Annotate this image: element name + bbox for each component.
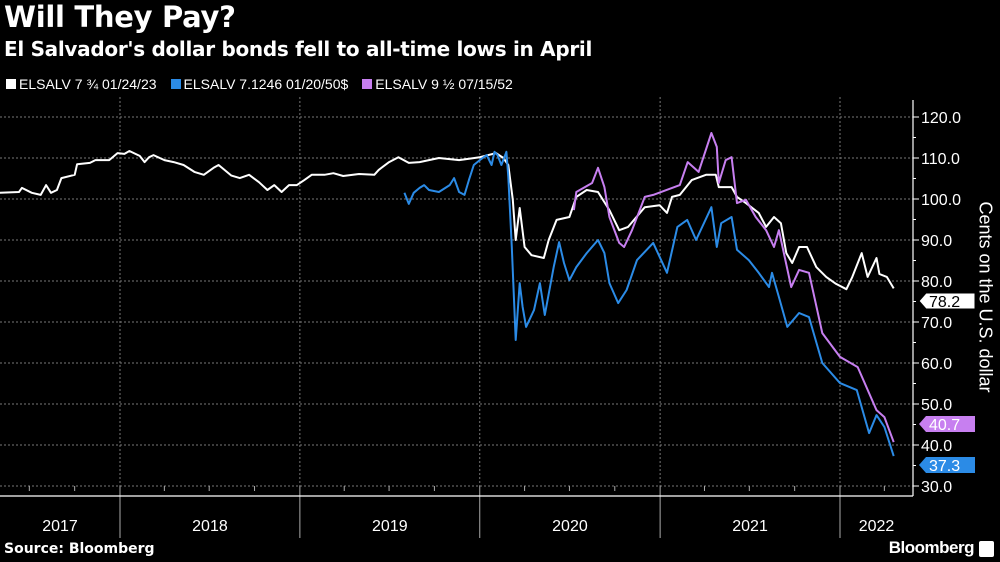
y-tick-label: 120.0 [921,110,961,127]
bloomberg-terminal-icon [979,541,994,557]
legend-item: ELSALV 7 ¾ 01/24/23 [6,76,157,92]
y-tick-label: 40.0 [921,438,952,455]
x-tick-label: 2022 [859,518,895,535]
bloomberg-logo: Bloomberg [888,538,975,557]
y-tick-label: 60.0 [921,356,952,373]
chart-title: Will They Pay? [4,0,236,34]
y-tick-label: 50.0 [921,397,952,414]
legend-item: ELSALV 9 ½ 07/15/52 [362,76,513,92]
legend: ELSALV 7 ¾ 01/24/23 ELSALV 7.1246 01/20/… [6,76,513,92]
x-tick-label: 2019 [372,518,408,535]
last-value-label: 78.2 [929,294,960,311]
x-tick-label: 2017 [42,518,78,535]
legend-swatch-purple [362,79,373,89]
legend-label: ELSALV 7 ¾ 01/24/23 [19,76,157,92]
y-tick-label: 100.0 [921,192,961,209]
x-tick-label: 2021 [732,518,768,535]
x-tick-label: 2018 [192,518,228,535]
last-value-label: 40.7 [929,417,960,434]
series-line-0 [0,150,895,291]
legend-swatch-blue [170,79,181,89]
last-value-label: 37.3 [929,458,960,475]
y-axis-label: Cents on the U.S. dollar [975,201,996,393]
series-line-1 [403,150,895,457]
y-tick-label: 70.0 [921,315,952,332]
legend-swatch-white [6,79,16,89]
last-value-tag [919,416,975,432]
y-tick-label: 30.0 [921,479,952,496]
legend-label: ELSALV 7.1246 01/20/50$ [183,76,349,92]
source-note: Source: Bloomberg [4,541,155,557]
x-tick-label: 2020 [552,518,588,535]
last-value-tag [918,292,976,310]
series-line-2 [572,132,895,443]
legend-item: ELSALV 7.1246 01/20/50$ [170,76,349,92]
legend-label: ELSALV 9 ½ 07/15/52 [375,76,513,92]
y-tick-label: 110.0 [921,151,960,168]
y-tick-label: 80.0 [921,274,952,291]
last-value-tag [919,457,975,473]
chart-subtitle: El Salvador's dollar bonds fell to all-t… [4,37,593,61]
y-tick-label: 90.0 [921,233,952,250]
